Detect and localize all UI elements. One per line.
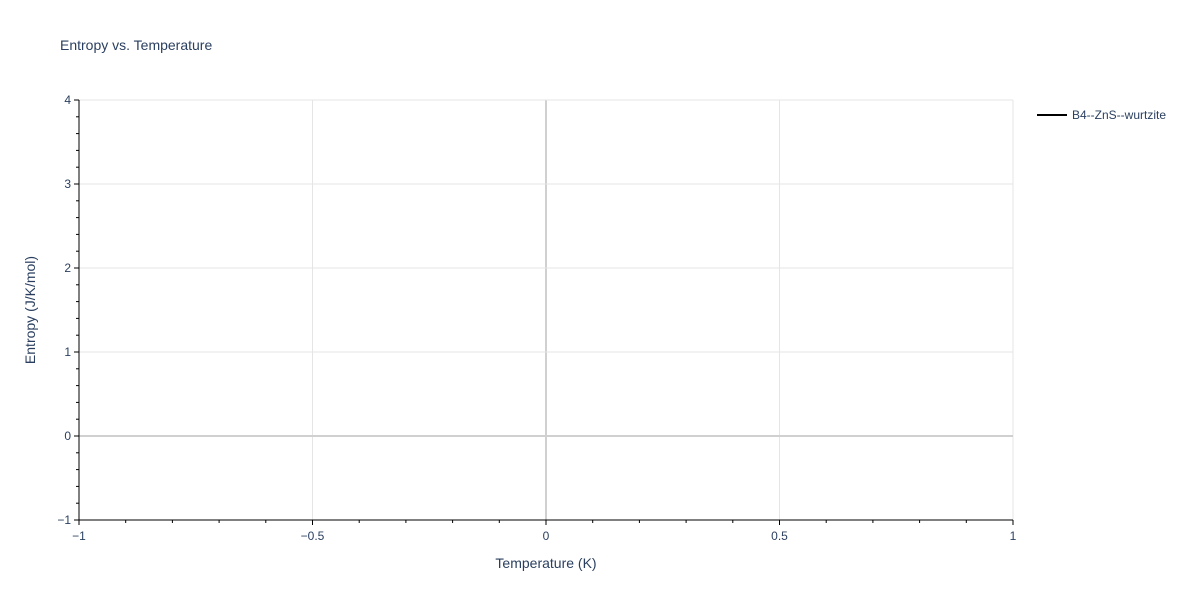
legend-label: B4--ZnS--wurtzite [1072,108,1166,122]
y-axis-label: Entropy (J/K/mol) [22,256,38,364]
y-tick-label: 3 [64,177,71,191]
gridlines [79,99,1014,520]
chart-title: Entropy vs. Temperature [60,37,212,53]
x-tick-label: −1 [72,529,86,543]
y-tick-label: 2 [64,261,71,275]
legend-item[interactable]: B4--ZnS--wurtzite [1037,108,1166,122]
x-tick-label: 0.5 [771,529,788,543]
y-tick-label: 1 [64,345,71,359]
x-tick-label: −0.5 [301,529,325,543]
y-tick-label: 4 [64,93,71,107]
y-tick-label: −1 [57,513,71,527]
x-tick-label: 1 [1010,529,1017,543]
x-tick-label: 0 [543,529,550,543]
x-axis-label: Temperature (K) [495,555,596,571]
axes: −1 −0.5 0 0.5 1 −1 0 1 2 3 4 [57,93,1016,543]
y-tick-label: 0 [64,429,71,443]
